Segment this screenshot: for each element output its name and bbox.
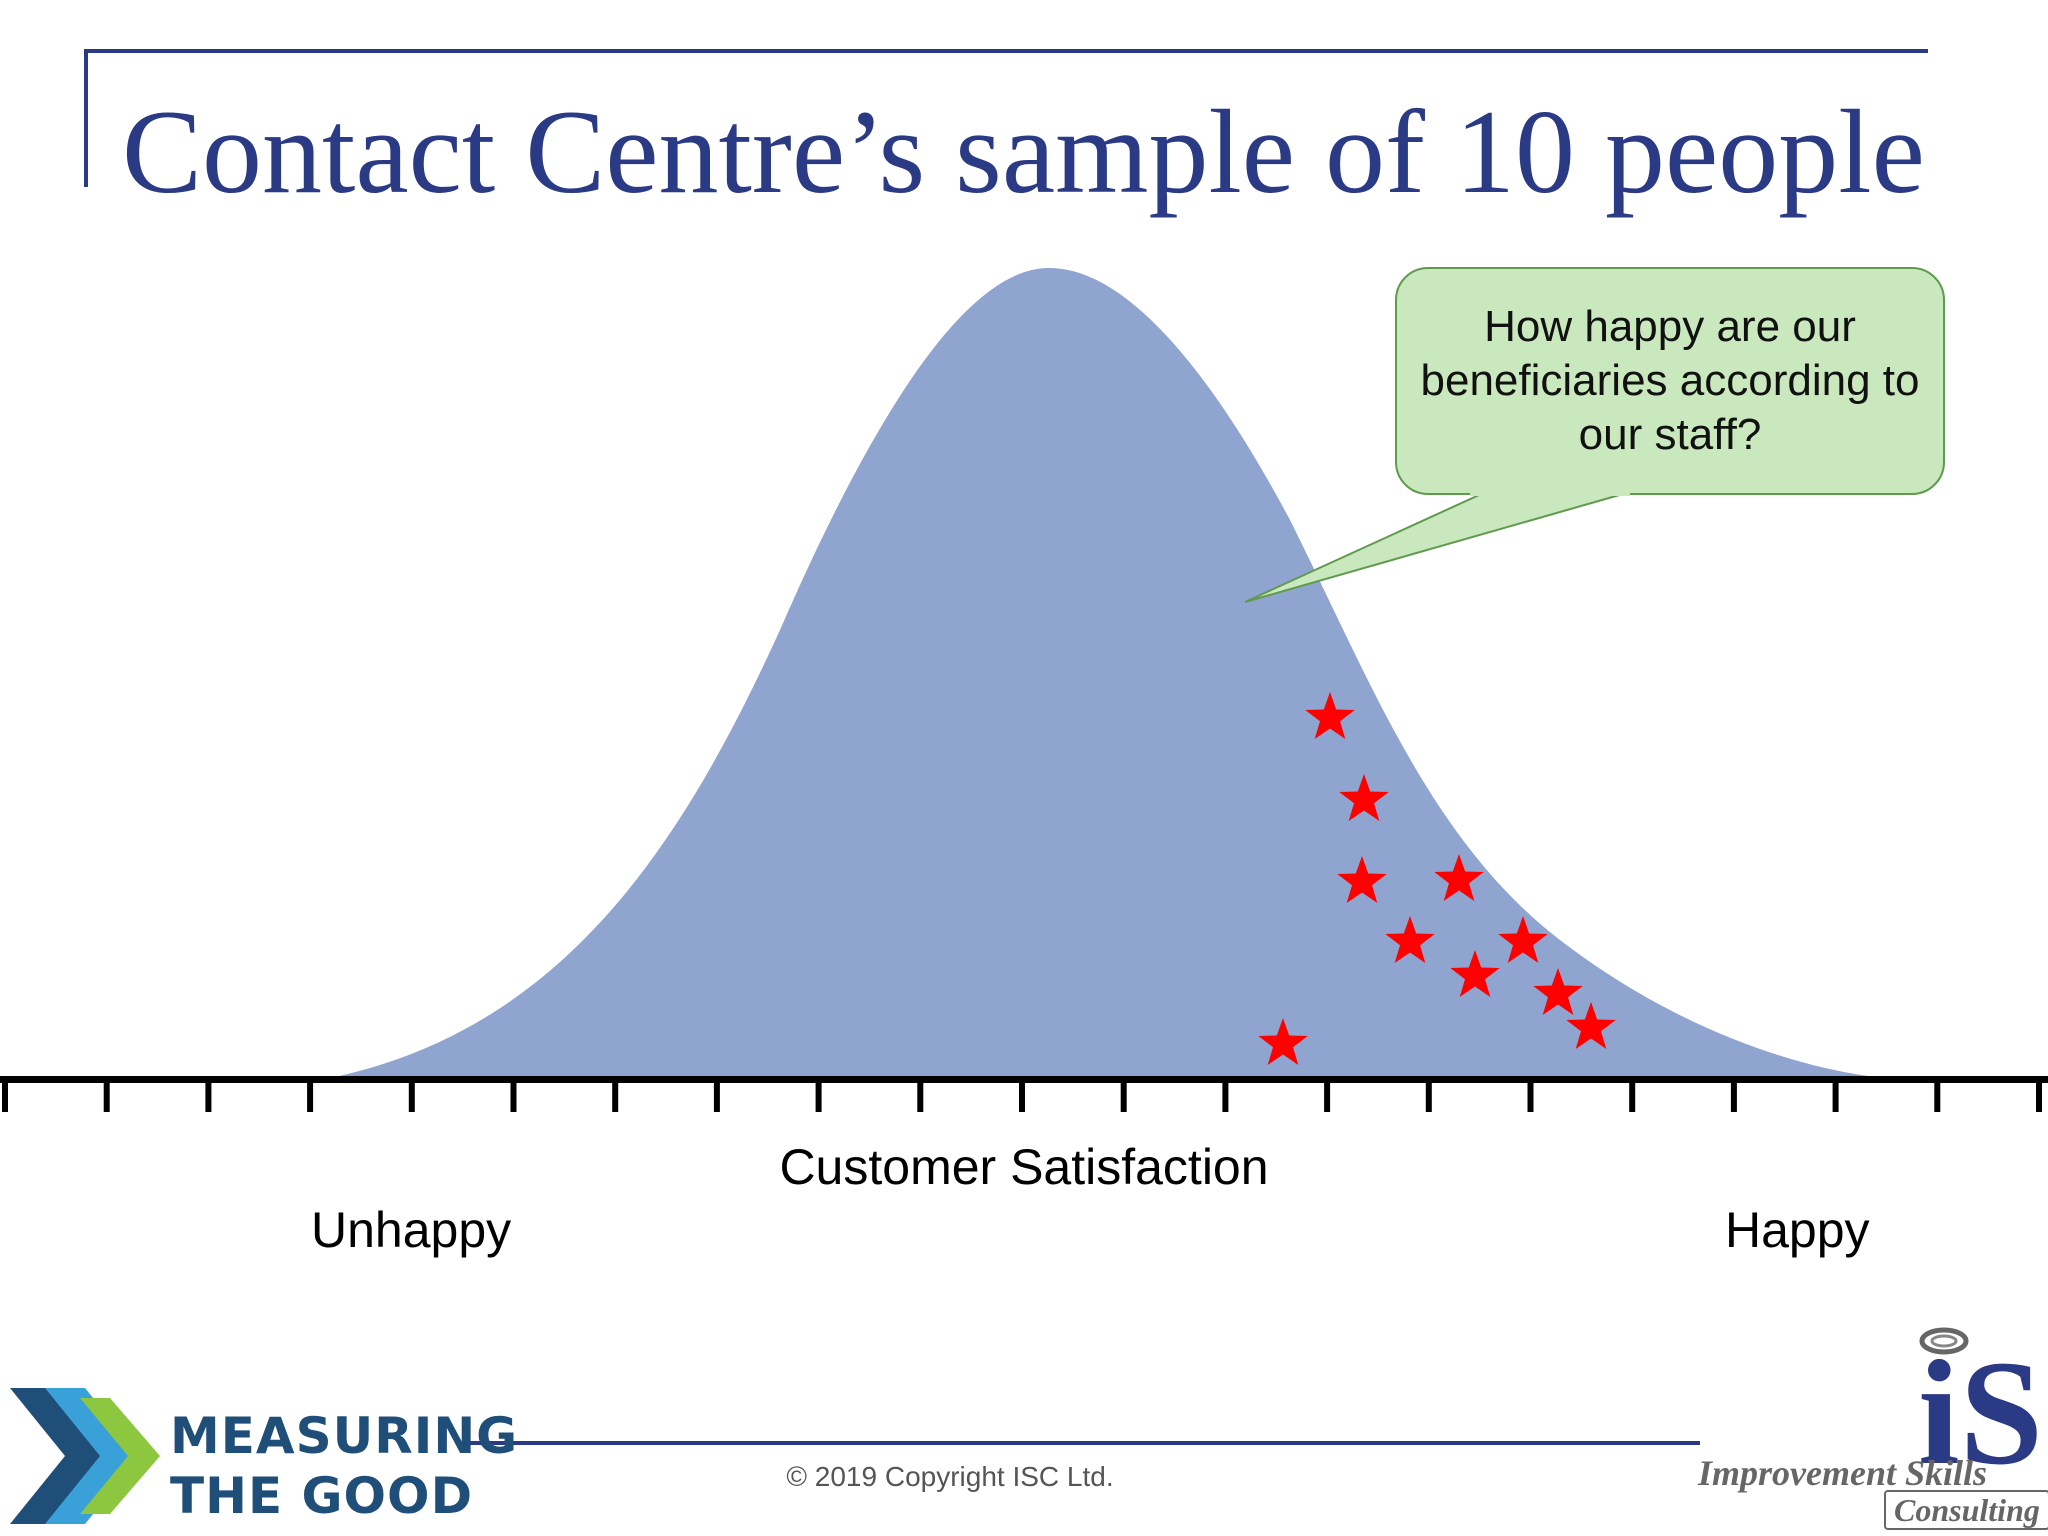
label-happy: Happy: [1725, 1202, 1870, 1258]
bell-curve: [330, 267, 1885, 1078]
axis-tick: [307, 1078, 314, 1112]
logo-left-line2: THE GOOD: [170, 1467, 474, 1525]
axis-tick: [2036, 1078, 2042, 1112]
sample-star-marker: [1566, 1002, 1616, 1049]
sample-star-marker: [1339, 774, 1389, 821]
logo-right-mark: iS: [1918, 1330, 2044, 1496]
axis-tick: [1222, 1078, 1229, 1112]
axis-tick: [510, 1078, 517, 1112]
title-frame-left: [84, 49, 88, 187]
footer-rule: [465, 1441, 1700, 1445]
axis-tick: [1934, 1078, 1941, 1112]
axis-caption: Customer Satisfaction: [779, 1139, 1269, 1195]
sample-star-marker: [1305, 692, 1355, 739]
axis-tick: [408, 1078, 415, 1112]
axis-tick: [815, 1078, 822, 1112]
sample-markers: [1258, 692, 1616, 1065]
speech-callout: [1244, 267, 1945, 603]
axis-tick: [1324, 1078, 1331, 1112]
swirl-icon: [1919, 1327, 1969, 1355]
axis-ticks: [2, 1078, 2042, 1112]
copyright-text: © 2019 Copyright ISC Ltd.: [786, 1461, 1114, 1492]
sample-star-marker: [1258, 1018, 1308, 1065]
axis-tick: [612, 1078, 619, 1112]
improvement-skills-logo: iS Improvement Skills Consulting: [1694, 1322, 2048, 1536]
sample-star-marker: [1450, 950, 1500, 997]
callout-question: How happy are our beneficiaries accordin…: [1420, 302, 1920, 459]
sample-star-marker: [1498, 916, 1548, 963]
callout-bubble: [1395, 267, 1945, 495]
sample-star-marker: [1385, 916, 1435, 963]
axis-tick: [1527, 1078, 1534, 1112]
axis-tick: [713, 1078, 720, 1112]
logo-right-line2: Consulting: [1884, 1490, 2048, 1530]
axis-tick: [1425, 1078, 1432, 1112]
logo-left-wordmark: MEASURING THE GOOD: [170, 1406, 518, 1526]
axis-tick: [1019, 1078, 1025, 1112]
label-unhappy: Unhappy: [311, 1202, 512, 1258]
sample-star-marker: [1434, 854, 1484, 901]
axis-tick: [1730, 1078, 1737, 1112]
slide-title: Contact Centre’s sample of 10 people: [122, 85, 1925, 218]
axis-tick: [103, 1078, 110, 1112]
axis-tick: [1832, 1078, 1839, 1112]
axis-tick: [205, 1078, 212, 1112]
logo-left-line1: MEASURING: [170, 1407, 519, 1465]
chevron-icon: [10, 1388, 160, 1524]
sample-star-marker: [1337, 856, 1387, 903]
title-frame-top: [84, 49, 1928, 53]
measuring-the-good-logo: MEASURING THE GOOD: [0, 1378, 517, 1536]
axis-tick: [2, 1078, 8, 1112]
axis-tick: [1120, 1078, 1127, 1112]
sample-star-marker: [1533, 968, 1583, 1015]
axis-tick: [1629, 1078, 1636, 1112]
logo-right-line1: Improvement Skills: [1698, 1453, 1988, 1493]
axis-tick: [917, 1078, 924, 1112]
